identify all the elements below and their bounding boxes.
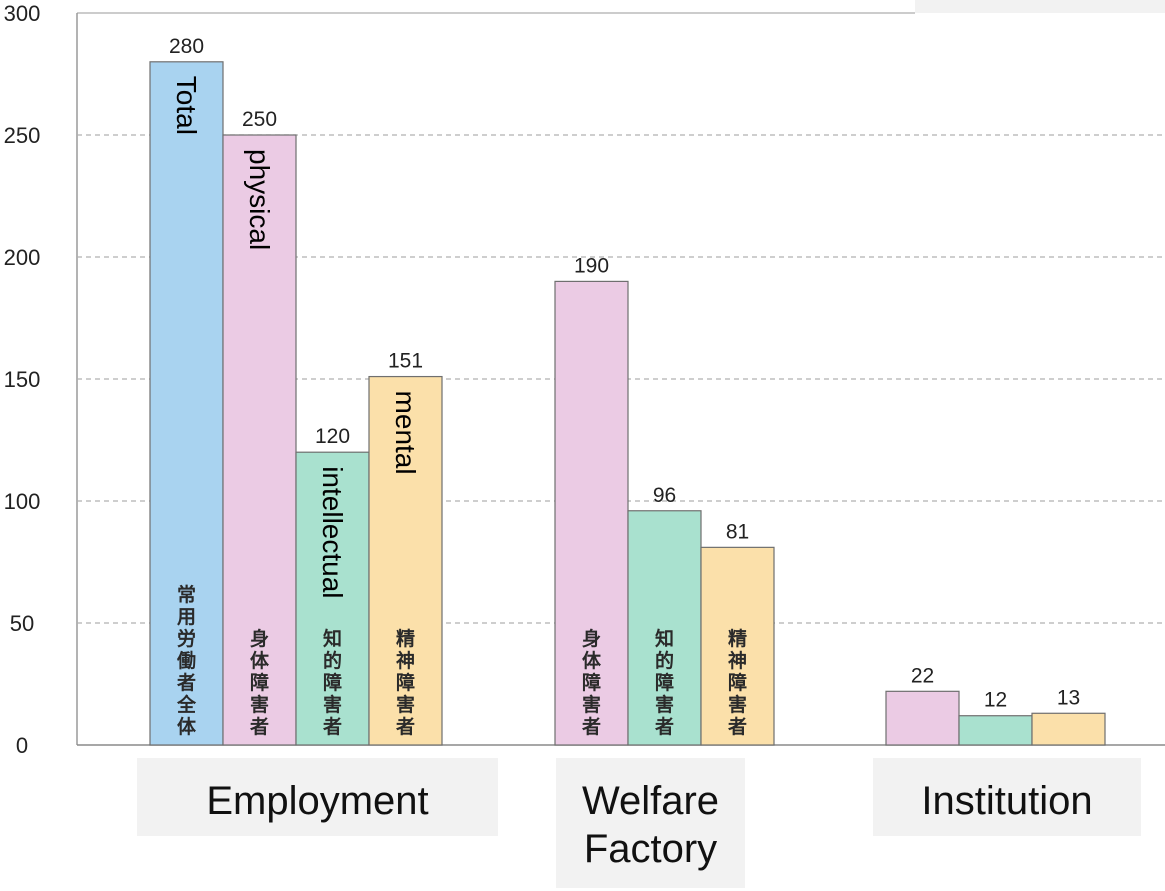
bar-value-label: 22 bbox=[911, 664, 934, 687]
bar-jp-label-char: 害 bbox=[655, 693, 674, 716]
bar-jp-label-char: 者 bbox=[396, 716, 415, 738]
group-label-box bbox=[873, 758, 1141, 836]
labels-layer: 280Total常用労働者全体250physical身体障害者120intell… bbox=[169, 35, 1080, 738]
group-label-box bbox=[137, 758, 498, 836]
bar-jp-label-char: 害 bbox=[250, 693, 269, 716]
bar-jp-label-char: 知 bbox=[323, 627, 342, 650]
bar-jp-label-char: 害 bbox=[582, 693, 601, 716]
bars-layer bbox=[149, 61, 1106, 746]
bar-intellectual bbox=[295, 451, 370, 746]
y-axis-ticks: 0 50 100 150 200 250 300 bbox=[4, 1, 41, 758]
corner-box bbox=[915, 0, 1165, 13]
bar-jp-label-char: 障 bbox=[582, 671, 601, 694]
bar-jp-label-char: 体 bbox=[177, 715, 197, 738]
bar-value-label: 151 bbox=[388, 350, 423, 373]
bar-jp-label-char: 者 bbox=[323, 716, 342, 738]
group-label: Employment bbox=[206, 779, 428, 823]
bar-value-label: 190 bbox=[574, 254, 609, 277]
bar-jp-label-char: 障 bbox=[250, 671, 269, 694]
bar-jp-label-char: 常 bbox=[177, 583, 196, 606]
bar-jp-label-char: 神 bbox=[728, 649, 747, 672]
y-tick-label: 200 bbox=[4, 245, 41, 270]
bar-jp-label-char: 的 bbox=[323, 649, 342, 672]
y-tick-label: 300 bbox=[4, 1, 41, 26]
bar-value-label: 13 bbox=[1057, 686, 1080, 709]
bar-value-label: 280 bbox=[169, 35, 204, 58]
bar-mental bbox=[368, 375, 443, 746]
bar-jp-label-char: 障 bbox=[655, 671, 674, 694]
group-label: Welfare Factory bbox=[582, 779, 719, 871]
bar-series-label: physical bbox=[244, 149, 275, 250]
bar-jp-label-char: 障 bbox=[728, 671, 747, 694]
bar-series-label: Total bbox=[171, 76, 202, 135]
bar-jp-label-char: 体 bbox=[582, 649, 602, 672]
bar-jp-label-char: 全 bbox=[176, 693, 197, 716]
bar-jp-label-char: 用 bbox=[177, 606, 196, 628]
group-label: Institution bbox=[921, 779, 1092, 823]
group-labels-layer: Employment Welfare Factory Institution bbox=[137, 0, 1165, 888]
bar-physical bbox=[885, 690, 960, 746]
bar-jp-label-char: 身 bbox=[582, 627, 601, 650]
y-tick-label: 0 bbox=[16, 733, 28, 758]
bar-jp-label-char: 精 bbox=[728, 627, 747, 650]
bar-mental bbox=[1031, 712, 1106, 746]
bar-physical bbox=[222, 134, 297, 746]
y-tick-label: 100 bbox=[4, 489, 41, 514]
bar-jp-label-char: 害 bbox=[323, 693, 342, 716]
bar-total bbox=[149, 61, 224, 746]
bar-jp-label-char: 的 bbox=[655, 649, 674, 672]
bar-mental bbox=[700, 546, 775, 746]
bar-series-label: mental bbox=[390, 391, 421, 475]
bar-series-label: intellectual bbox=[317, 466, 348, 598]
bar-jp-label-char: 労 bbox=[177, 627, 196, 650]
bar-jp-label-char: 者 bbox=[250, 716, 269, 738]
bar-jp-label-char: 者 bbox=[177, 672, 196, 694]
bar-jp-label-char: 害 bbox=[728, 693, 747, 716]
bar-jp-label-char: 障 bbox=[396, 671, 415, 694]
y-tick-label: 150 bbox=[4, 367, 41, 392]
bar-jp-label-char: 神 bbox=[396, 649, 415, 672]
bar-jp-label-char: 知 bbox=[655, 627, 674, 650]
bar-physical bbox=[554, 280, 629, 746]
bar-jp-label-char: 身 bbox=[250, 627, 269, 650]
bar-jp-label-char: 障 bbox=[323, 671, 342, 694]
bar-value-label: 96 bbox=[653, 484, 676, 507]
bar-intellectual bbox=[958, 715, 1033, 746]
bar-value-label: 250 bbox=[242, 108, 277, 131]
bar-jp-label-char: 者 bbox=[728, 716, 747, 738]
bar-jp-label-char: 働 bbox=[176, 649, 196, 672]
bar-jp-label-char: 精 bbox=[396, 627, 415, 650]
bar-value-label: 81 bbox=[726, 520, 749, 543]
bar-intellectual bbox=[627, 510, 702, 746]
group-label-box bbox=[556, 758, 745, 888]
y-tick-label: 250 bbox=[4, 123, 41, 148]
bar-jp-label-char: 害 bbox=[396, 693, 415, 716]
bar-value-label: 120 bbox=[315, 425, 350, 448]
bar-jp-label-char: 体 bbox=[250, 649, 270, 672]
bar-value-label: 12 bbox=[984, 689, 1007, 712]
bar-jp-label-char: 者 bbox=[582, 716, 601, 738]
bar-jp-label-char: 者 bbox=[655, 716, 674, 738]
y-tick-label: 50 bbox=[10, 611, 34, 636]
